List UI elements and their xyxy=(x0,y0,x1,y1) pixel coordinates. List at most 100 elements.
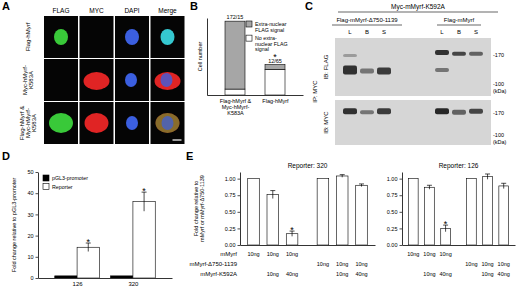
text-line: 40ng xyxy=(498,271,510,277)
table-cell: 10ng xyxy=(336,271,348,277)
tick-label: 0.75 xyxy=(387,192,398,198)
x-axis xyxy=(403,245,516,246)
text-line: S xyxy=(382,29,386,35)
tick: 0 xyxy=(30,275,38,281)
text-line: 10ng xyxy=(317,261,329,267)
text-line: (kDa) xyxy=(493,88,507,94)
blot-band xyxy=(452,110,466,115)
text-line: 10ng xyxy=(465,261,477,267)
error-bar xyxy=(359,184,364,187)
bar xyxy=(133,202,155,278)
tick-label: Flag-hMyrf &Myc-hMyrf-K583A xyxy=(220,98,252,116)
mw-unit: (kDa) xyxy=(493,88,507,94)
micrograph-background xyxy=(115,16,149,58)
tick-label: 0.25 xyxy=(387,226,398,232)
text-line: K583A xyxy=(31,114,37,132)
bar-label: 172/15 xyxy=(227,14,244,20)
tick-mark xyxy=(238,179,241,180)
axis-title: Cell number xyxy=(197,42,203,72)
table-cell: 10ng xyxy=(465,261,477,267)
tick-mark xyxy=(400,195,403,196)
significance: * xyxy=(290,225,294,235)
tick-label: 126 xyxy=(73,281,84,287)
text-line: 40ng xyxy=(286,271,298,277)
micrograph xyxy=(44,59,78,101)
micrograph xyxy=(80,59,114,101)
lane-label: B xyxy=(365,29,369,35)
lane-label: L xyxy=(348,29,352,35)
chart: **01020304050126320Fold change relative … xyxy=(2,150,173,287)
table-row-label: mMyrf-Δ750-1139 xyxy=(189,261,237,267)
axis-line xyxy=(38,173,39,279)
micrograph xyxy=(151,102,185,144)
table-cell: 10ng xyxy=(267,271,279,277)
bar xyxy=(77,247,99,278)
y-axis: 01020304050 xyxy=(27,169,38,281)
micrograph xyxy=(115,59,149,101)
table-cell: 10ng xyxy=(267,251,279,257)
text-line: 10ng xyxy=(481,261,493,267)
tick-label: 0 xyxy=(30,275,33,281)
text-line: * xyxy=(273,52,277,62)
bar xyxy=(336,176,348,245)
table-cell: 40ng xyxy=(439,271,451,277)
bar xyxy=(248,179,260,245)
table-cell: 10ng xyxy=(407,251,419,257)
table-cell: 10ng xyxy=(439,251,451,257)
tick-label: 50 xyxy=(27,169,33,175)
text-line: mMyrf xyxy=(220,251,237,257)
cell-signal xyxy=(156,113,180,133)
text-line: K583A xyxy=(227,110,244,116)
cell-signal xyxy=(125,73,137,87)
micrograph-background xyxy=(151,102,185,144)
text-line: Merge xyxy=(158,7,177,15)
column-label: DAPI xyxy=(124,7,139,14)
text-line: Fold change relative to pGL3-promoter xyxy=(11,178,17,273)
text-line: K583A xyxy=(28,71,34,89)
text-line: 10ng xyxy=(423,251,435,257)
table-cell: 10ng xyxy=(355,261,367,267)
figure: AFLAGMYCDAPIMergeFlag-hMyrfMyc-hMyrf-K58… xyxy=(0,0,520,301)
x-axis xyxy=(241,245,376,246)
panel-label: D xyxy=(2,150,10,162)
panel-label: B xyxy=(190,0,198,12)
micrograph-background xyxy=(80,59,114,101)
table-cell: 10ng xyxy=(423,271,435,277)
significance: * xyxy=(86,237,90,247)
tick: 0.75 xyxy=(225,192,240,198)
table-cell: 10ng xyxy=(286,251,298,257)
tick: 40 xyxy=(27,190,38,196)
plot-texts: * xyxy=(444,219,448,229)
bar xyxy=(317,179,329,245)
blot-band xyxy=(343,108,357,114)
axis-line xyxy=(240,173,241,246)
table-cell: 40ng xyxy=(355,271,367,277)
table-cell: 40ng xyxy=(498,271,510,277)
text-line: Flag-hMyrf & xyxy=(19,106,25,140)
legend-swatch xyxy=(246,35,252,41)
significance: * xyxy=(273,52,277,62)
lane-label: S xyxy=(474,29,478,35)
tick-mark xyxy=(36,257,39,258)
bar xyxy=(499,186,509,245)
cell-signal xyxy=(155,72,181,90)
text-line: 10ng xyxy=(267,251,279,257)
micrograph xyxy=(151,59,185,101)
column-label: FLAG xyxy=(53,7,70,14)
text-line: Reporter xyxy=(52,184,73,190)
tick-label: 0.75 xyxy=(225,192,236,198)
tick-label: 0.50 xyxy=(387,209,398,215)
mw-marker: -170 xyxy=(493,110,504,116)
group-label: Flag-mMyrf-Δ750-1139 xyxy=(336,17,398,23)
blot-band xyxy=(377,108,391,114)
tick-mark xyxy=(238,245,241,246)
blot-band xyxy=(469,109,483,114)
scale-bar xyxy=(173,139,182,140)
y-axis xyxy=(207,19,208,96)
tick: 1.00 xyxy=(225,176,240,182)
tick-label: 0.00 xyxy=(387,242,398,248)
row-label: Flag-hMyrf xyxy=(25,22,31,51)
legend-swatch xyxy=(43,184,49,190)
text-line: Myc-hMyrf- xyxy=(25,108,31,138)
text-line: A xyxy=(2,0,10,12)
